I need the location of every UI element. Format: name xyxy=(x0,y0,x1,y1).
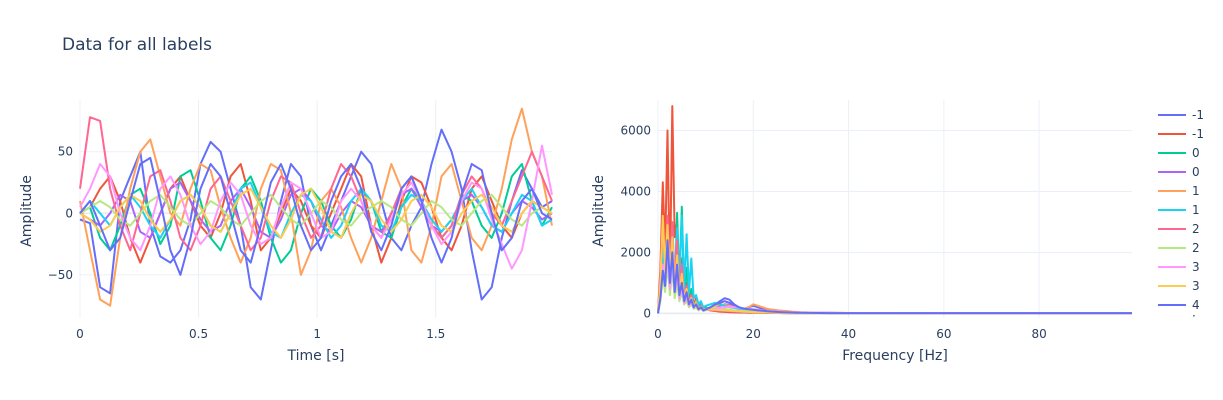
frequency-plot-grid xyxy=(657,100,1132,318)
legend-item[interactable]: 2 xyxy=(1158,241,1200,255)
time-plot-x-tick-label: 1 xyxy=(313,327,321,341)
legend-label: 1 xyxy=(1192,203,1200,217)
legend-label: 3 xyxy=(1192,279,1200,293)
frequency-plot-series-line-1[interactable] xyxy=(657,105,1132,315)
time-plot-series-line-0[interactable] xyxy=(79,128,553,301)
time-plot-x-ticks: 0 0.5 1 1.5 xyxy=(76,327,445,341)
legend-label: 0 xyxy=(1192,165,1200,179)
legend-label: 1 xyxy=(1192,184,1200,198)
time-plot-y-tick-label: −50 xyxy=(48,268,73,282)
frequency-plot-x-tick-label: 60 xyxy=(936,327,951,341)
legend-label: 3 xyxy=(1192,260,1200,274)
frequency-plot-y-tick-label: 4000 xyxy=(620,184,651,198)
frequency-plot-series xyxy=(657,105,1132,315)
legend-overflow-indicator: · xyxy=(1192,309,1196,323)
time-plot-x-axis-label: Time [s] xyxy=(287,348,345,364)
legend-item[interactable]: 4 xyxy=(1158,298,1200,312)
legend-item[interactable]: 3 xyxy=(1158,279,1200,293)
legend-label: -1 xyxy=(1192,108,1204,122)
frequency-plot-y-tick-label: 2000 xyxy=(620,245,651,259)
legend-item[interactable]: 0 xyxy=(1158,165,1200,179)
time-plot-y-tick-label: 50 xyxy=(58,145,73,159)
frequency-plot-x-tick-label: 40 xyxy=(841,327,856,341)
figure-title: Data for all labels xyxy=(62,35,212,55)
legend-item[interactable]: -1 xyxy=(1158,127,1204,141)
time-plot-series xyxy=(79,107,553,307)
time-plot-y-axis-label: Amplitude xyxy=(19,175,35,247)
legend-item[interactable]: 3 xyxy=(1158,260,1200,274)
legend-label: 2 xyxy=(1192,241,1200,255)
legend-item[interactable]: 1 xyxy=(1158,203,1200,217)
legend-item[interactable]: 0 xyxy=(1158,146,1200,160)
time-plot-series-line-6[interactable] xyxy=(79,116,553,252)
time-plot-series-line-2[interactable] xyxy=(79,163,553,264)
frequency-plot-series-line-10[interactable] xyxy=(657,239,1132,315)
frequency-plot-series-line-0[interactable] xyxy=(657,233,1132,315)
frequency-domain-plot[interactable]: 0 20 40 60 80 0 2000 4000 6000 Frequency [Hz] A… xyxy=(591,100,1132,364)
time-plot-y-ticks: −50 0 50 xyxy=(48,145,73,282)
time-plot-y-tick-label: 0 xyxy=(65,206,73,220)
frequency-plot-x-axis-label: Frequency [Hz] xyxy=(842,348,948,364)
legend-label: 0 xyxy=(1192,146,1200,160)
time-plot-series-line-3[interactable] xyxy=(79,181,553,239)
legend-item[interactable]: -1 xyxy=(1158,108,1204,122)
frequency-plot-x-tick-label: 80 xyxy=(1031,327,1046,341)
time-plot-series-line-9[interactable] xyxy=(79,187,553,239)
frequency-plot-y-tick-label: 6000 xyxy=(620,123,651,137)
legend-label: -1 xyxy=(1192,127,1204,141)
frequency-plot-y-axis-label: Amplitude xyxy=(591,175,607,247)
frequency-plot-y-tick-label: 0 xyxy=(643,306,651,320)
legend[interactable]: -1 -1 0 0 1 1 2 2 3 3 4· xyxy=(1158,108,1204,323)
frequency-plot-x-tick-label: 0 xyxy=(654,327,662,341)
time-plot-series-line-5[interactable] xyxy=(79,181,553,239)
time-plot-series-line-10[interactable] xyxy=(79,156,553,276)
legend-label: 4 xyxy=(1192,298,1200,312)
legend-item[interactable]: 2 xyxy=(1158,222,1200,236)
legend-item[interactable]: 1 xyxy=(1158,184,1200,198)
frequency-plot-series-line-2[interactable] xyxy=(657,205,1132,315)
time-plot-x-tick-label: 0.5 xyxy=(189,327,208,341)
frequency-plot-x-tick-label: 20 xyxy=(746,327,761,341)
time-plot-x-tick-label: 1.5 xyxy=(426,327,445,341)
legend-label: 2 xyxy=(1192,222,1200,236)
time-plot-x-tick-label: 0 xyxy=(76,327,84,341)
time-domain-plot[interactable]: 0 0.5 1 1.5 −50 0 50 Time [s] Amplitude xyxy=(19,100,553,364)
frequency-plot-y-ticks: 0 2000 4000 6000 xyxy=(620,123,651,320)
frequency-plot-x-ticks: 0 20 40 60 80 xyxy=(654,327,1047,341)
